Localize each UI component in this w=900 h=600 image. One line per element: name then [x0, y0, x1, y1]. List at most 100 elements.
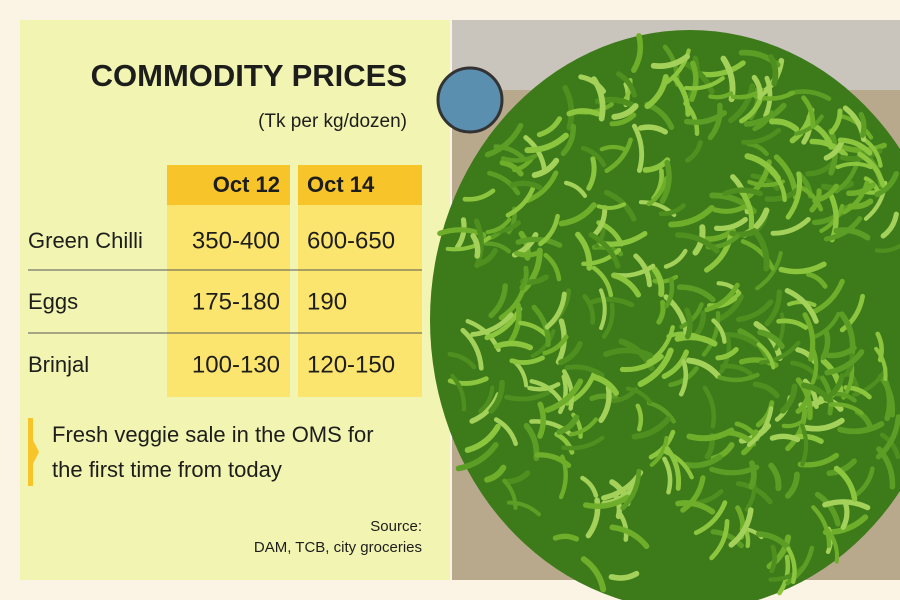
header-cell [298, 165, 422, 205]
chilli [837, 421, 885, 435]
chilli [651, 266, 665, 298]
chilli [679, 302, 704, 329]
chilli [769, 544, 778, 574]
chilli [662, 456, 673, 495]
chilli [840, 500, 850, 530]
chilli [709, 519, 730, 561]
chilli [693, 500, 728, 536]
chilli [755, 400, 775, 428]
chilli [557, 374, 568, 415]
chilli [743, 102, 787, 127]
chilli [682, 454, 723, 469]
chilli [588, 232, 621, 269]
chilli [750, 173, 780, 191]
chilli [531, 304, 551, 348]
chilli [719, 332, 760, 348]
chilli [561, 369, 574, 411]
chilli [722, 187, 763, 197]
chilli [625, 386, 653, 404]
chilli [686, 427, 735, 442]
chilli [558, 202, 597, 227]
cell: 190 [307, 288, 347, 315]
row-label: Green Chilli [28, 228, 143, 253]
chilli [826, 458, 857, 476]
chilli [601, 302, 615, 339]
chilli [484, 464, 507, 483]
chilli [536, 116, 563, 138]
chilli [509, 355, 545, 365]
chilli [728, 507, 754, 548]
chilli [658, 203, 686, 217]
chilli [519, 265, 529, 291]
chilli [619, 353, 664, 373]
chilli [699, 60, 746, 78]
chilli [620, 468, 642, 511]
chilli [880, 211, 899, 239]
note-line: Fresh veggie sale in the OMS for [52, 422, 374, 447]
chilli [769, 169, 787, 203]
chilli [805, 271, 828, 289]
chilli [585, 497, 601, 539]
chilli [794, 114, 824, 136]
chilli [802, 378, 819, 410]
chilli [702, 385, 717, 429]
chilli [478, 385, 495, 414]
chilli [656, 299, 666, 325]
chilli [609, 524, 650, 549]
chilli [675, 500, 716, 515]
chilli [544, 291, 567, 330]
chilli [604, 137, 633, 174]
chilli [832, 391, 857, 403]
chilli [878, 374, 896, 418]
chilli [683, 110, 728, 125]
chilli [712, 203, 749, 214]
source-line: Source: [370, 518, 422, 535]
chilli [599, 144, 627, 152]
cell: 175-180 [192, 288, 280, 315]
chilli [470, 233, 481, 259]
chilli [525, 170, 559, 204]
chilli [683, 76, 725, 91]
chilli [447, 351, 477, 370]
chilli [752, 381, 780, 399]
chilli [740, 239, 775, 271]
chilli [460, 327, 484, 371]
chilli [785, 407, 808, 452]
column-bg [167, 205, 290, 397]
chilli [746, 406, 774, 448]
chilli [717, 372, 760, 383]
chilli [609, 112, 637, 127]
chilli [504, 388, 553, 402]
cell: 350-400 [192, 227, 280, 254]
chilli [646, 176, 669, 207]
chilli [485, 217, 512, 235]
note-line: the first time from today [52, 457, 282, 482]
chilli [500, 153, 538, 163]
chilli [592, 205, 608, 238]
chilli [608, 570, 640, 581]
chilli [560, 123, 576, 156]
chilli [773, 312, 785, 351]
chilli [631, 33, 644, 73]
chilli [462, 188, 496, 202]
chilli [769, 433, 801, 443]
chilli [505, 182, 537, 218]
chilli [674, 334, 718, 347]
chilli [820, 358, 844, 397]
chilli [716, 281, 741, 295]
chilli [837, 137, 873, 156]
subtitle: (Tk per kg/dozen) [258, 111, 407, 132]
chilli [825, 345, 857, 359]
chilli [741, 127, 782, 145]
chilli [530, 329, 556, 359]
chilli [631, 123, 645, 173]
chilli [755, 531, 791, 551]
chilli [484, 122, 524, 158]
chilli [611, 103, 639, 120]
chilli [874, 243, 900, 253]
chilli [561, 435, 605, 451]
chilli [591, 265, 614, 298]
chilli [520, 247, 543, 293]
chilli [646, 400, 676, 424]
